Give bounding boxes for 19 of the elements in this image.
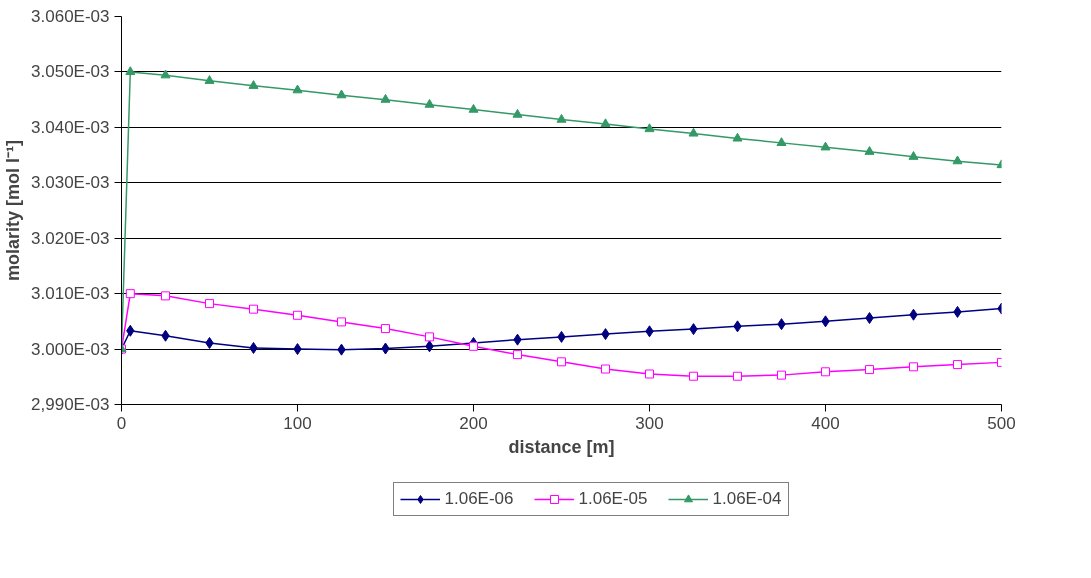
x-tick-label: 100 (283, 413, 312, 433)
legend-label: 1.06E-04 (712, 489, 782, 509)
x-tick-label: 200 (459, 413, 488, 433)
y-tick-label: 3.040E-03 (31, 117, 110, 137)
y-tick-label: 3.030E-03 (31, 173, 110, 193)
y-tick-label: 2,990E-03 (31, 395, 110, 414)
y-tick-label: 3.000E-03 (31, 339, 110, 359)
x-tick-label: 300 (635, 413, 664, 433)
x-tick-label: 500 (987, 413, 1016, 433)
x-axis-title: distance [m] (508, 436, 615, 457)
y-tick-label: 3.010E-03 (31, 284, 110, 304)
legend-label: 1.06E-05 (578, 489, 648, 509)
y-tick-label: 3.020E-03 (31, 228, 110, 248)
y-tick-label: 3.060E-03 (31, 7, 110, 26)
y-tick-label: 3.050E-03 (31, 62, 110, 82)
x-tick-label: 0 (116, 413, 127, 433)
x-tick-label: 400 (811, 413, 840, 433)
y-axis-title: molarity [mol l⁻¹] (3, 139, 24, 281)
legend-label: 1.06E-06 (444, 489, 514, 509)
